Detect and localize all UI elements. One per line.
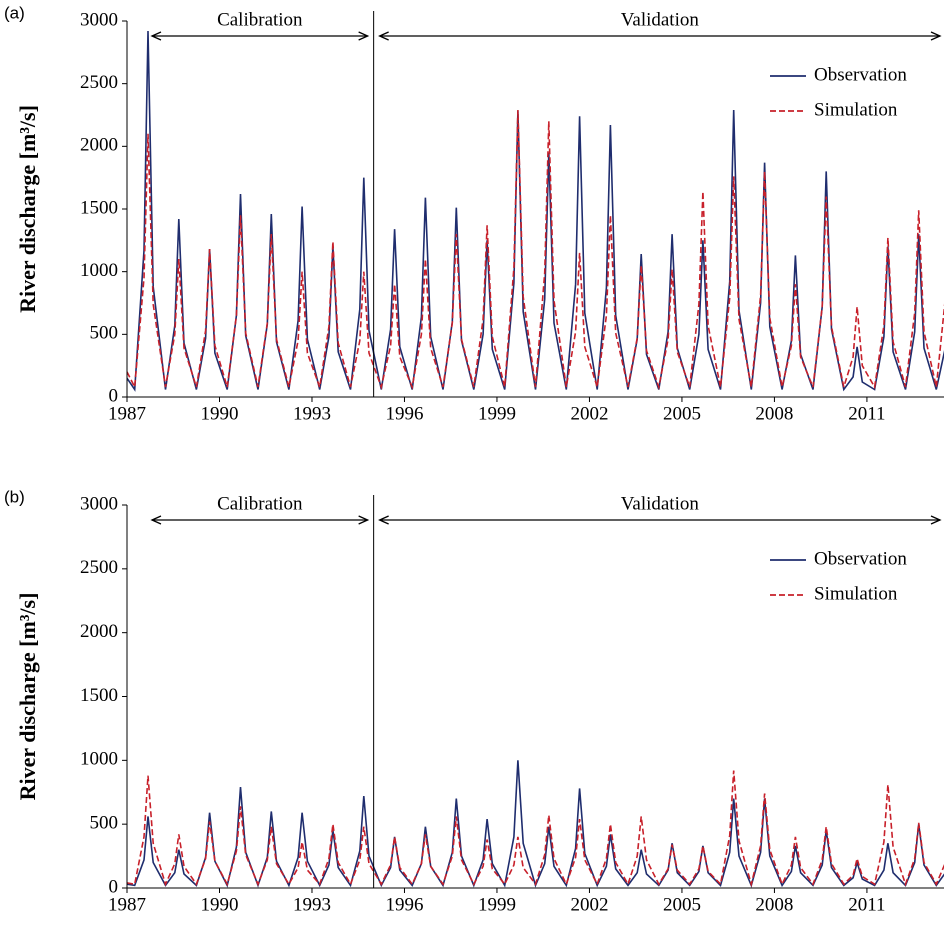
plot-area	[127, 30, 944, 392]
y-tick-label: 2000	[80, 621, 118, 642]
x-tick-label: 2002	[570, 403, 608, 424]
calibration-arrow-head	[150, 515, 162, 525]
y-tick-label: 0	[109, 876, 119, 897]
y-tick-label: 2000	[80, 135, 118, 156]
y-tick-label: 500	[90, 813, 119, 834]
x-tick-label: 1987	[108, 403, 146, 424]
y-tick-label: 2500	[80, 72, 118, 93]
annotation: Calibration	[217, 493, 303, 514]
annotation: Validation	[621, 493, 700, 514]
legend-label: Simulation	[814, 583, 898, 604]
y-tick-label: 1500	[80, 197, 118, 218]
annotation: Calibration	[217, 9, 303, 30]
validation-arrow-head	[378, 515, 389, 525]
x-tick-label: 1999	[478, 403, 516, 424]
plot-area	[127, 760, 944, 888]
legend-label: Simulation	[814, 99, 898, 120]
y-axis-title: River discharge [m³/s]	[15, 105, 40, 313]
calibration-arrow-head	[150, 31, 162, 41]
y-tick-label: 500	[90, 323, 119, 344]
y-tick-label: 2500	[80, 557, 118, 578]
y-tick-label: 0	[109, 385, 119, 406]
annotation: Validation	[621, 9, 700, 30]
calibration-arrow-head	[358, 515, 370, 525]
x-tick-label: 2011	[848, 894, 885, 915]
legend-label: Observation	[814, 64, 907, 85]
validation-arrow-head	[930, 31, 942, 41]
x-tick-label: 2005	[663, 403, 701, 424]
x-tick-label: 1990	[200, 894, 238, 915]
x-tick-label: 1996	[385, 403, 423, 424]
x-tick-label: 1993	[293, 894, 331, 915]
x-tick-label: 1996	[385, 894, 423, 915]
y-tick-label: 1500	[80, 685, 118, 706]
x-tick-label: 2008	[755, 894, 793, 915]
panel-label: (b)	[4, 487, 25, 506]
series-line	[127, 109, 944, 391]
legend-label: Observation	[814, 548, 907, 569]
series-line	[127, 770, 944, 888]
calibration-arrow-head	[358, 31, 370, 41]
panel-label: (a)	[4, 3, 25, 22]
validation-arrow-head	[930, 515, 942, 525]
y-tick-label: 3000	[80, 493, 118, 514]
x-tick-label: 2008	[755, 403, 793, 424]
x-tick-label: 1987	[108, 894, 146, 915]
y-axis-title: River discharge [m³/s]	[15, 593, 40, 801]
x-tick-label: 1999	[478, 894, 516, 915]
x-tick-label: 2005	[663, 894, 701, 915]
y-tick-label: 1000	[80, 749, 118, 770]
x-tick-label: 2011	[848, 403, 885, 424]
y-tick-label: 1000	[80, 260, 118, 281]
x-tick-label: 2002	[570, 894, 608, 915]
x-tick-label: 1990	[200, 403, 238, 424]
x-tick-label: 1993	[293, 403, 331, 424]
y-tick-label: 3000	[80, 9, 118, 30]
validation-arrow-head	[378, 31, 389, 41]
